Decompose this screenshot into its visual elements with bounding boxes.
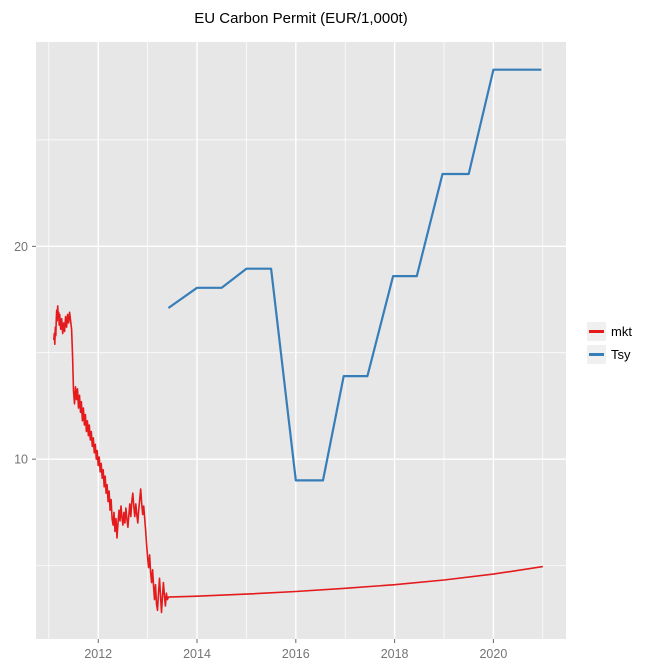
- panel-background: [36, 42, 566, 639]
- legend-key-tsy: [587, 345, 606, 364]
- x-axis-label: 2016: [282, 647, 310, 661]
- legend-item-tsy: Tsy: [587, 345, 632, 364]
- tsy-line-swatch: [589, 353, 604, 356]
- legend-label-mkt: mkt: [611, 324, 632, 339]
- y-axis-label: 20: [14, 240, 28, 254]
- x-axis-label: 2018: [381, 647, 409, 661]
- x-axis-label: 2012: [84, 647, 112, 661]
- legend: mkt Tsy: [587, 322, 632, 364]
- legend-label-tsy: Tsy: [611, 347, 631, 362]
- legend-item-mkt: mkt: [587, 322, 632, 341]
- mkt-line-swatch: [589, 330, 604, 333]
- chart-title: EU Carbon Permit (EUR/1,000t): [194, 10, 408, 27]
- x-axis-label: 2014: [183, 647, 211, 661]
- legend-key-mkt: [587, 322, 606, 341]
- y-axis-label: 10: [14, 453, 28, 467]
- series-line-mkt: [53, 305, 543, 614]
- series-line-tsy: [167, 68, 542, 482]
- x-axis-label: 2020: [479, 647, 507, 661]
